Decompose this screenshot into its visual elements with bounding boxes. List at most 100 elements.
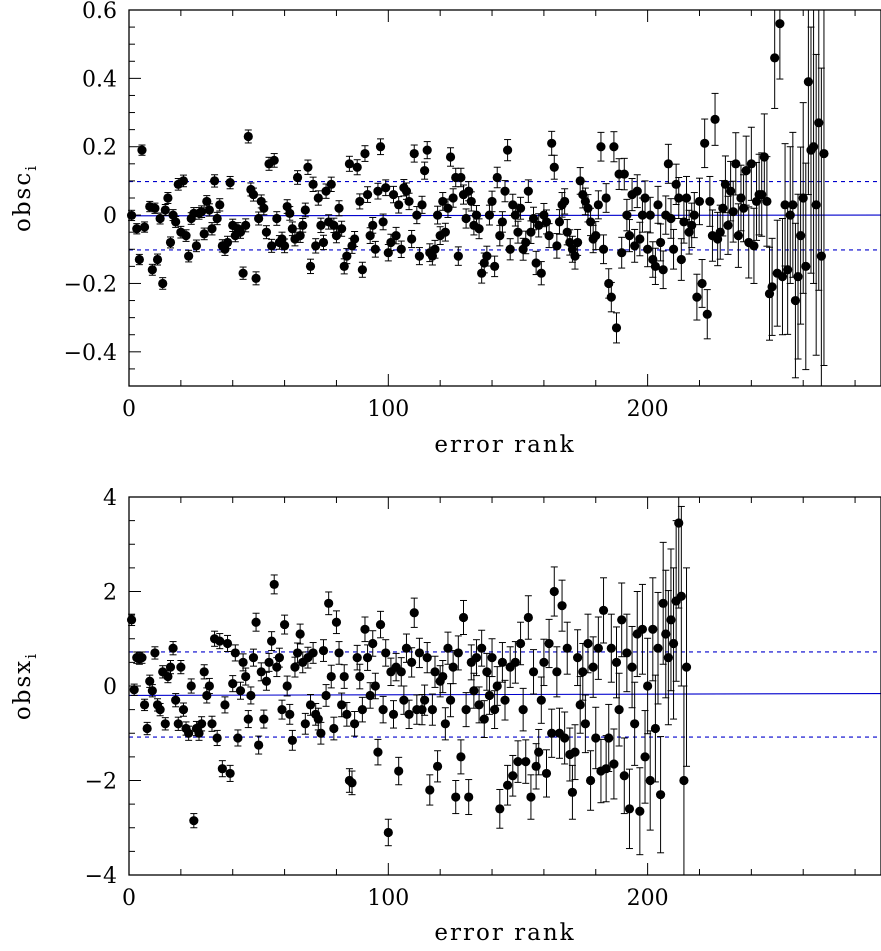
x-axis-label: error rank bbox=[434, 432, 575, 458]
data-point bbox=[541, 768, 552, 779]
data-point bbox=[598, 605, 609, 616]
data-point bbox=[552, 667, 562, 677]
data-point bbox=[251, 617, 261, 627]
data-point bbox=[199, 229, 209, 239]
data-point bbox=[197, 207, 207, 217]
x-tick-label: 0 bbox=[122, 886, 136, 911]
data-point bbox=[679, 217, 689, 227]
data-point bbox=[658, 265, 668, 275]
y-axis-label: obsci bbox=[10, 164, 40, 232]
data-point bbox=[767, 282, 777, 292]
data-point bbox=[526, 792, 536, 802]
data-point bbox=[466, 196, 476, 207]
data-point bbox=[635, 234, 645, 244]
data-point bbox=[588, 662, 598, 672]
data-point bbox=[780, 200, 790, 210]
data-point bbox=[347, 778, 357, 788]
y-tick-label: −0.4 bbox=[64, 341, 117, 366]
data-point bbox=[355, 671, 365, 682]
data-point bbox=[241, 671, 251, 682]
data-point bbox=[207, 719, 217, 729]
axis-ticks bbox=[128, 496, 856, 876]
data-point bbox=[248, 189, 259, 200]
data-point bbox=[350, 234, 360, 244]
data-point bbox=[573, 653, 583, 663]
chart-obsc: −0.4 −0.2 0 0.2 0.4 0.6 0 100 200 error rank ob… bbox=[10, 0, 881, 458]
data-point bbox=[635, 806, 645, 816]
data-point bbox=[448, 662, 458, 672]
data-point bbox=[305, 261, 316, 271]
data-point bbox=[697, 278, 707, 289]
data-point bbox=[622, 648, 632, 658]
data-point bbox=[233, 733, 243, 743]
data-point bbox=[279, 241, 290, 251]
data-point bbox=[451, 792, 461, 802]
data-point bbox=[267, 241, 277, 251]
data-point bbox=[655, 790, 666, 800]
data-point bbox=[202, 690, 212, 701]
data-point bbox=[373, 747, 383, 757]
data-point bbox=[362, 189, 373, 200]
data-point bbox=[793, 272, 803, 282]
y-axis-label-main: obsx bbox=[10, 659, 36, 720]
data-point bbox=[440, 719, 450, 729]
data-point bbox=[573, 237, 583, 248]
data-point bbox=[624, 231, 635, 241]
data-point bbox=[492, 172, 502, 183]
data-point bbox=[342, 251, 352, 261]
data-point bbox=[456, 172, 466, 183]
data-point bbox=[238, 268, 248, 278]
data-point bbox=[510, 657, 520, 667]
data-point bbox=[427, 705, 437, 715]
data-point bbox=[375, 619, 386, 630]
data-point bbox=[197, 719, 207, 729]
data-point bbox=[425, 785, 435, 795]
data-point bbox=[295, 629, 305, 639]
data-point bbox=[596, 142, 606, 152]
data-point bbox=[254, 740, 264, 750]
y-tick-label: −2 bbox=[85, 770, 117, 795]
data-point bbox=[497, 657, 508, 667]
data-point bbox=[536, 268, 546, 278]
data-point bbox=[500, 186, 510, 196]
data-point bbox=[329, 220, 339, 230]
data-point bbox=[326, 671, 336, 682]
data-point bbox=[554, 217, 565, 227]
data-point bbox=[337, 224, 347, 234]
data-point bbox=[378, 217, 388, 227]
data-point bbox=[515, 203, 526, 213]
data-point bbox=[373, 186, 383, 196]
data-point bbox=[770, 53, 780, 63]
data-point bbox=[521, 757, 531, 767]
data-point bbox=[461, 705, 471, 715]
data-point bbox=[490, 261, 500, 271]
data-point bbox=[259, 714, 269, 724]
data-point bbox=[676, 254, 686, 265]
data-point bbox=[414, 251, 425, 261]
data-point bbox=[381, 183, 391, 193]
data-point bbox=[256, 667, 266, 677]
data-point bbox=[580, 719, 590, 729]
data-point bbox=[710, 114, 720, 124]
data-point bbox=[585, 775, 596, 786]
data-point bbox=[490, 705, 500, 715]
data-point bbox=[357, 705, 367, 715]
data-point bbox=[321, 690, 331, 701]
data-point bbox=[222, 237, 233, 248]
data-point bbox=[287, 224, 297, 234]
data-point bbox=[528, 667, 539, 677]
data-point bbox=[653, 200, 663, 210]
data-point bbox=[694, 196, 705, 207]
data-point bbox=[534, 747, 544, 757]
data-point bbox=[407, 234, 417, 244]
data-point bbox=[394, 200, 404, 210]
data-point bbox=[609, 759, 619, 769]
data-point bbox=[547, 728, 557, 738]
data-point bbox=[139, 700, 150, 710]
data-point bbox=[720, 179, 731, 189]
data-point bbox=[718, 203, 728, 213]
data-point bbox=[674, 518, 684, 528]
data-point bbox=[705, 196, 715, 207]
data-point bbox=[578, 667, 588, 677]
data-point bbox=[547, 138, 557, 148]
